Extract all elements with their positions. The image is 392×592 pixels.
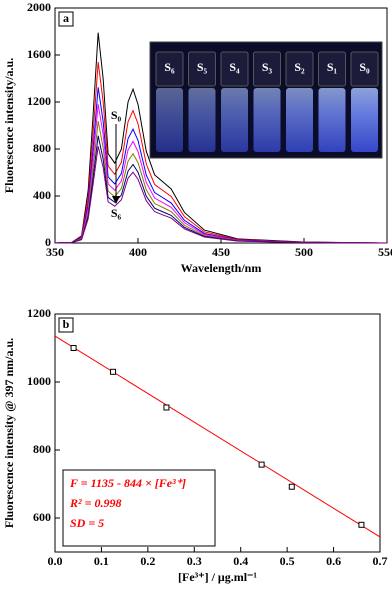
- x-tick-label: 450: [212, 245, 230, 259]
- vial-cap: [155, 51, 184, 87]
- x-tick-label: 0.4: [233, 554, 248, 568]
- vial-body: [188, 88, 216, 152]
- vial-cap: [350, 51, 379, 87]
- y-tick-label: 1600: [27, 47, 51, 61]
- vial-body: [318, 88, 346, 152]
- y-tick-label: 800: [33, 141, 51, 155]
- y-tick-label: 1000: [27, 374, 51, 388]
- x-axis-label: Wavelength/nm: [181, 261, 262, 275]
- vial-label: S₂: [294, 60, 305, 74]
- panel-label: b: [63, 317, 70, 331]
- y-tick-label: 0: [45, 235, 51, 249]
- data-point: [163, 404, 170, 411]
- fit-line: [54, 335, 381, 538]
- y-tick-label: 800: [33, 442, 51, 456]
- spectrum-line: [54, 104, 388, 244]
- data-point: [70, 345, 77, 351]
- panel-box: [58, 11, 74, 27]
- equation-box: [62, 469, 216, 547]
- spectrum-line: [54, 146, 388, 244]
- annotation: S₆: [111, 206, 122, 220]
- equation-text: SD = 5: [70, 516, 104, 530]
- x-axis-label: [Fe³⁺] / μg.ml⁻¹: [178, 570, 257, 584]
- equation-text: F = 1135 - 844 × [Fe³⁺]: [69, 476, 186, 490]
- y-axis-label: Fluorescence intensity/a.u.: [2, 58, 16, 193]
- spectrum-line: [54, 135, 388, 244]
- panel-box: [58, 317, 74, 333]
- x-tick-label: 0.1: [94, 554, 109, 568]
- x-tick-label: 0.3: [187, 554, 202, 568]
- spectrum-line: [54, 120, 388, 244]
- data-point: [258, 461, 265, 468]
- vial-body: [156, 88, 183, 152]
- y-tick-label: 400: [33, 188, 51, 202]
- x-tick-label: 350: [46, 245, 64, 259]
- x-tick-label: 0.6: [326, 554, 341, 568]
- vial-label: S₄: [229, 60, 240, 74]
- y-tick-label: 600: [33, 510, 51, 524]
- vial-body: [221, 88, 248, 152]
- equation-text: R² = 0.998: [69, 496, 121, 510]
- data-point: [110, 368, 117, 375]
- data-point: [358, 521, 365, 528]
- vial-cap: [253, 51, 281, 87]
- x-tick-label: 0.2: [140, 554, 155, 568]
- vial-label: S₃: [262, 60, 273, 74]
- spectrum-line: [54, 87, 388, 244]
- vial-label: S₀: [359, 60, 370, 74]
- spectrum-line: [54, 61, 388, 244]
- vial-cap: [220, 51, 249, 87]
- panel-label: a: [63, 11, 69, 25]
- vial-cap: [285, 51, 314, 87]
- vial-label: S₅: [197, 60, 208, 74]
- vial-cap: [318, 51, 346, 87]
- vial-body: [286, 88, 313, 152]
- plot-frame: [54, 313, 381, 553]
- y-axis-label: Fluorescence intensity @ 397 nm/a.u.: [2, 338, 16, 528]
- data-point: [288, 483, 295, 490]
- y-tick-label: 1200: [27, 306, 51, 320]
- vial-body: [253, 88, 281, 152]
- vial-body: [351, 88, 378, 152]
- y-tick-label: 1200: [27, 94, 51, 108]
- x-tick-label: 0.5: [280, 554, 295, 568]
- x-tick-label: 550: [378, 245, 392, 259]
- arrow-head: [112, 196, 120, 204]
- x-tick-label: 0.0: [48, 554, 63, 568]
- x-tick-label: 0.7: [373, 554, 388, 568]
- annotation: S₀: [111, 108, 122, 122]
- x-tick-label: 500: [295, 245, 313, 259]
- vial-cap: [188, 51, 216, 87]
- vial-label: S₆: [164, 60, 175, 74]
- x-tick-label: 400: [129, 245, 147, 259]
- y-tick-label: 2000: [27, 0, 51, 14]
- vial-label: S₁: [327, 60, 338, 74]
- spectrum-line: [54, 32, 388, 244]
